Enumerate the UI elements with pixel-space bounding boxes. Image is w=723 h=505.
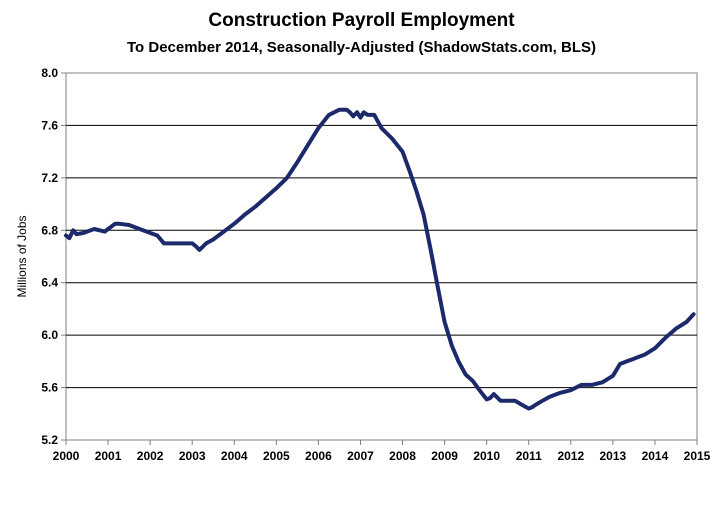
y-tick-label: 8.0 <box>41 66 58 80</box>
chart-title: Construction Payroll Employment <box>208 10 515 31</box>
x-tick-label: 2009 <box>431 449 458 463</box>
x-tick-label: 2004 <box>221 449 248 463</box>
x-tick-label: 2006 <box>305 449 332 463</box>
x-tick-label: 2011 <box>516 449 542 463</box>
y-tick-label: 7.2 <box>41 171 58 185</box>
y-tick-label: 5.6 <box>41 381 58 395</box>
x-tick-label: 2000 <box>53 449 80 463</box>
series-line <box>64 107 696 411</box>
y-tick-label: 6.8 <box>41 223 58 237</box>
chart-subtitle: To December 2014, Seasonally-Adjusted (S… <box>126 39 596 56</box>
x-tick-label: 2013 <box>600 449 627 463</box>
x-tick-label: 2007 <box>347 449 374 463</box>
x-tick-label: 2001 <box>95 449 122 463</box>
x-tick-label: 2003 <box>179 449 206 463</box>
y-tick-label: 6.4 <box>41 276 58 290</box>
x-tick-label: 2005 <box>263 449 290 463</box>
y-axis-label: Millions of Jobs <box>15 215 29 297</box>
x-tick-label: 2002 <box>137 449 164 463</box>
x-tick-label: 2008 <box>389 449 416 463</box>
x-tick-label: 2012 <box>557 449 584 463</box>
y-tick-label: 5.2 <box>41 433 58 447</box>
x-tick-label: 2010 <box>473 449 500 463</box>
y-tick-label: 6.0 <box>41 328 58 342</box>
plot-frame <box>65 72 698 441</box>
x-tick-label: 2015 <box>684 449 711 463</box>
y-tick-label: 7.6 <box>41 118 58 132</box>
x-tick-label: 2014 <box>642 449 669 463</box>
